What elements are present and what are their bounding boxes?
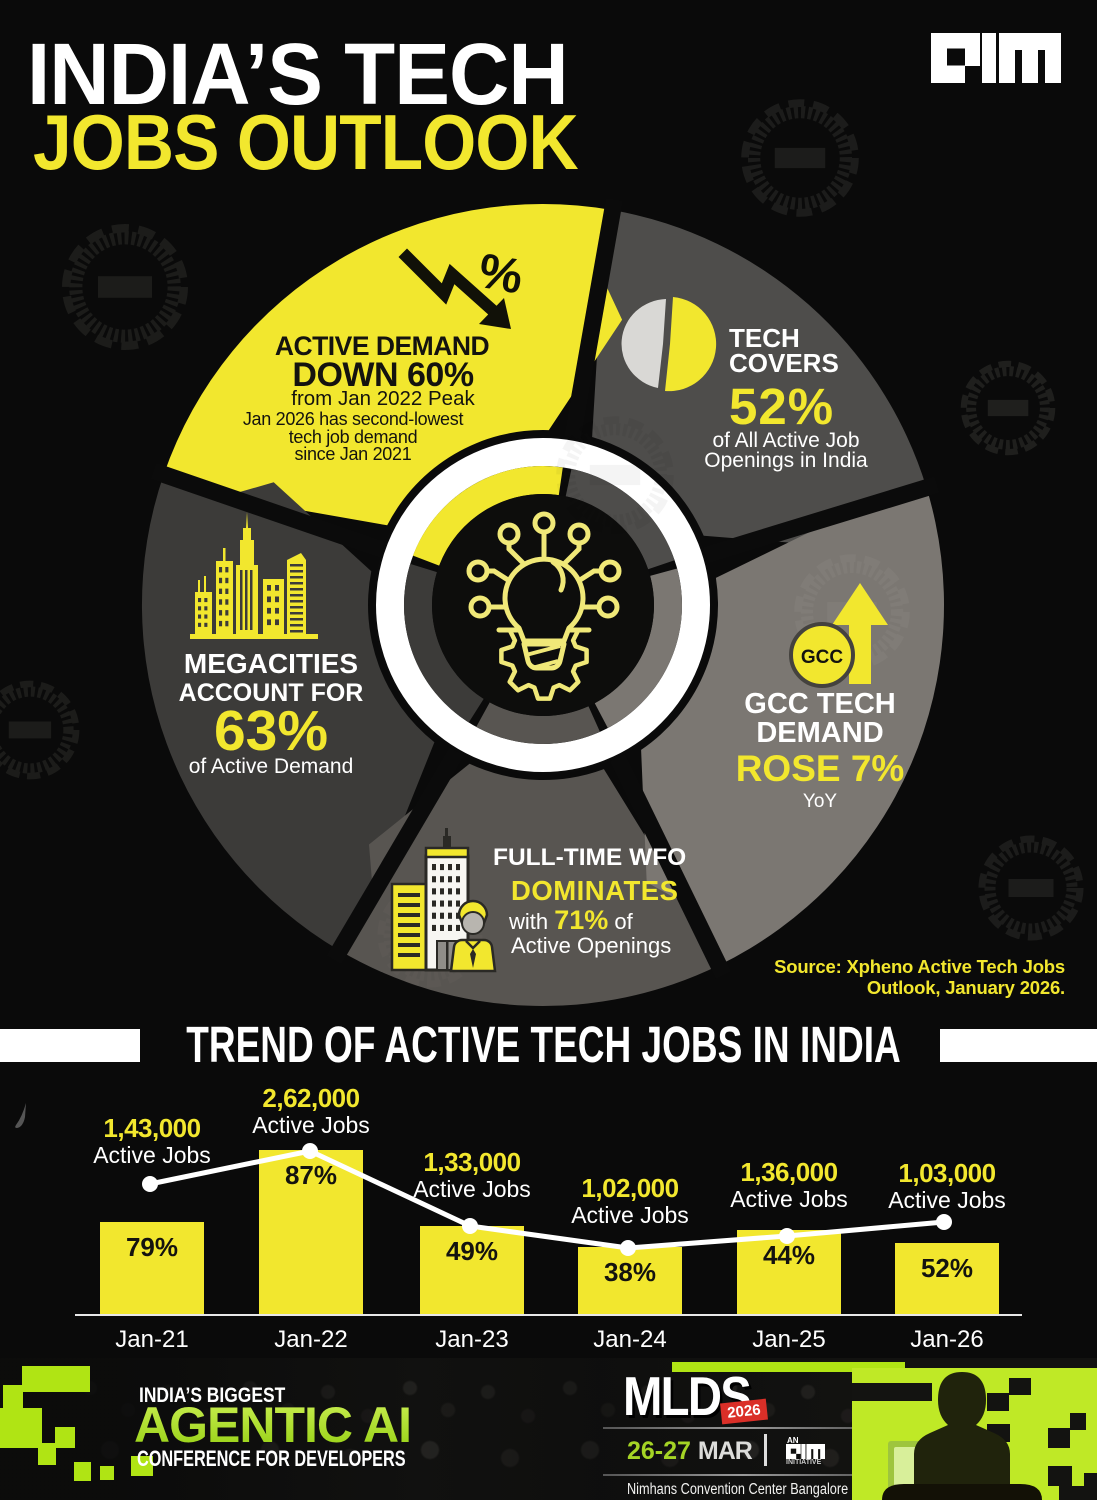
svg-text:%: % [475, 244, 527, 305]
svg-text:GCC: GCC [801, 647, 844, 668]
